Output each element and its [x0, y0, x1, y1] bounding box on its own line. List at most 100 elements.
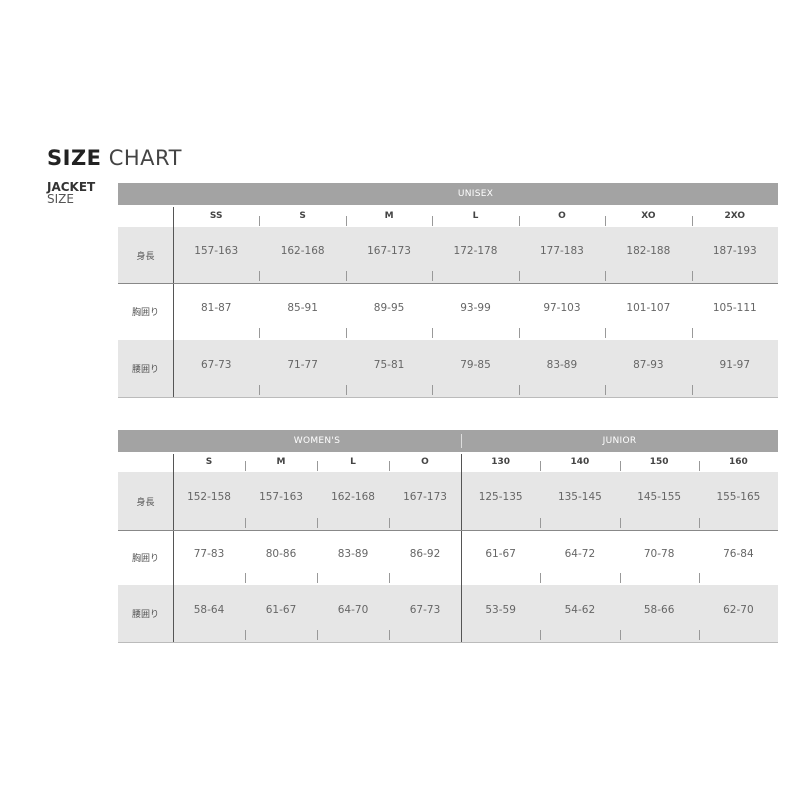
column-tick	[605, 216, 607, 226]
size-value: 79-85	[460, 358, 491, 371]
column-tick	[259, 216, 261, 226]
column-tick	[540, 518, 542, 528]
column-tick	[698, 630, 700, 640]
size-header: L	[350, 457, 356, 467]
column-tick	[389, 573, 390, 583]
size-value: 64-70	[337, 603, 369, 616]
column-tick	[345, 271, 347, 281]
subtitle-line1: JACKET	[47, 180, 96, 194]
column-tick	[432, 328, 434, 338]
size-value: 75-81	[373, 358, 405, 371]
size-header: L	[472, 211, 479, 221]
column-tick	[605, 328, 607, 338]
size-value: 61-67	[485, 547, 516, 560]
size-value: 86-92	[409, 547, 441, 560]
group-header-unisex: UNISEX	[118, 183, 778, 205]
size-header: 150	[649, 457, 669, 467]
column-tick	[432, 271, 434, 281]
size-value: 67-73	[200, 358, 232, 371]
row-divider	[118, 397, 778, 398]
column-tick	[540, 630, 542, 640]
group-header-junior: JUNIOR	[461, 430, 778, 452]
subtitle: JACKET SIZE	[47, 181, 95, 205]
size-value: 155-165	[716, 491, 761, 503]
column-tick	[345, 328, 347, 338]
size-value: 77-83	[193, 547, 225, 560]
row-background	[118, 585, 778, 642]
size-value: 53-59	[485, 603, 516, 616]
row-label: 腰囲り	[131, 610, 159, 620]
column-tick	[619, 518, 621, 528]
column-tick	[245, 461, 246, 471]
column-tick	[317, 518, 318, 528]
column-tick	[518, 328, 520, 338]
size-value: 70-78	[643, 547, 675, 560]
size-value: 91-97	[719, 358, 751, 371]
column-tick	[691, 271, 693, 281]
row-label: 身長	[136, 251, 155, 262]
column-tick	[389, 630, 390, 640]
size-value: 162-168	[331, 491, 375, 503]
size-header: 130	[491, 457, 511, 467]
row-label: 胸囲り	[131, 308, 159, 318]
column-tick	[698, 518, 700, 528]
size-header: M	[276, 457, 286, 467]
column-tick	[317, 461, 318, 471]
subtitle-line2: SIZE	[47, 192, 74, 206]
column-tick	[691, 328, 693, 338]
title-rest: CHART	[108, 146, 182, 170]
row-divider	[118, 642, 778, 643]
size-value: 162-168	[280, 245, 325, 257]
row-label: 腰囲り	[131, 365, 159, 375]
size-value: 172-178	[453, 245, 498, 257]
size-value: 67-73	[409, 603, 441, 616]
row-background	[118, 340, 778, 397]
group-divider	[461, 434, 462, 448]
size-header: O	[421, 457, 429, 467]
size-header: S	[205, 457, 213, 467]
row-label: 身長	[136, 497, 155, 508]
size-value: 167-173	[403, 491, 447, 503]
group-header-women: WOMEN'S	[118, 430, 461, 452]
column-tick	[245, 630, 246, 640]
size-header: M	[384, 211, 394, 221]
column-tick	[345, 216, 347, 226]
column-tick	[245, 518, 246, 528]
size-value: 89-95	[373, 301, 405, 314]
row-divider	[118, 283, 778, 284]
column-tick	[389, 461, 390, 471]
column-tick	[389, 518, 390, 528]
column-tick	[691, 216, 693, 226]
size-value: 76-84	[723, 547, 754, 560]
size-value: 62-70	[723, 603, 754, 616]
size-value: 64-72	[564, 547, 596, 560]
column-tick	[259, 385, 261, 395]
column-tick	[619, 630, 621, 640]
size-header: S	[299, 211, 306, 221]
row-divider	[118, 530, 778, 531]
column-tick	[605, 271, 607, 281]
size-header: 2XO	[724, 211, 746, 221]
size-value: 187-193	[712, 245, 757, 257]
column-tick	[619, 461, 621, 471]
size-header: 160	[728, 457, 748, 467]
size-value: 93-99	[460, 301, 491, 314]
size-value: 83-89	[546, 358, 578, 371]
group-left-border	[173, 207, 174, 397]
title-bold: SIZE	[47, 146, 102, 170]
column-tick	[698, 573, 700, 583]
column-tick	[518, 216, 520, 226]
size-value: 101-107	[626, 301, 671, 314]
row-background	[118, 472, 778, 530]
column-tick	[317, 573, 318, 583]
column-tick	[518, 385, 520, 395]
size-value: 182-188	[626, 245, 671, 257]
column-tick	[518, 271, 520, 281]
column-tick	[259, 328, 261, 338]
size-value: 125-135	[478, 491, 523, 503]
column-tick	[691, 385, 693, 395]
size-value: 177-183	[539, 245, 584, 257]
group-left-border	[461, 454, 462, 642]
size-value: 105-111	[712, 301, 757, 314]
size-value: 135-145	[557, 491, 602, 503]
